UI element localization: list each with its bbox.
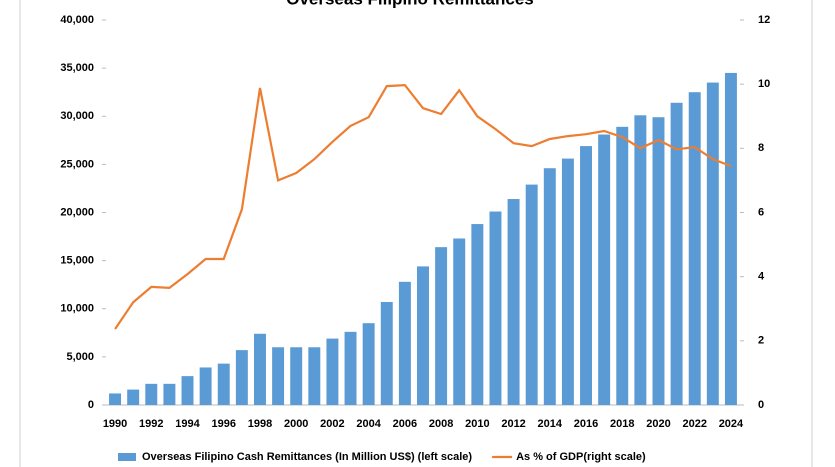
x-tick-label: 2014 bbox=[538, 418, 563, 430]
y-tick-label: 25,000 bbox=[60, 158, 94, 170]
y-tick-label: 40,000 bbox=[60, 14, 94, 26]
bar bbox=[652, 117, 665, 406]
chart-title: Overseas Filipino Remittances bbox=[286, 0, 534, 8]
y-tick-label: 30,000 bbox=[60, 110, 94, 122]
bar bbox=[580, 146, 593, 405]
bar bbox=[398, 281, 411, 405]
bar bbox=[706, 82, 719, 405]
bar bbox=[489, 211, 502, 405]
x-tick-label: 2020 bbox=[646, 418, 670, 430]
bar bbox=[598, 134, 611, 405]
y-tick-label: 0 bbox=[88, 399, 94, 411]
bar bbox=[109, 393, 122, 405]
y-tick-label: 10,000 bbox=[60, 303, 94, 315]
bar bbox=[344, 331, 357, 405]
legend-label: Overseas Filipino Cash Remittances (In M… bbox=[142, 451, 472, 463]
bar bbox=[435, 247, 448, 405]
x-tick-label: 2018 bbox=[610, 418, 634, 430]
legend-swatch bbox=[118, 453, 136, 461]
bar bbox=[543, 168, 556, 405]
bar bbox=[145, 383, 158, 405]
bar bbox=[380, 302, 393, 405]
x-tick-label: 2008 bbox=[429, 418, 453, 430]
bar bbox=[326, 338, 339, 405]
x-tick-label: 1996 bbox=[212, 418, 236, 430]
bar bbox=[525, 184, 538, 405]
bar bbox=[417, 266, 429, 405]
bar bbox=[199, 367, 212, 405]
line bbox=[114, 83, 732, 330]
bar bbox=[181, 376, 194, 405]
y-tick-label: 15,000 bbox=[60, 255, 94, 267]
bar bbox=[235, 350, 248, 405]
y-tick-label: 35,000 bbox=[60, 62, 94, 74]
x-tick-label: 1994 bbox=[175, 418, 200, 430]
x-tick-label: 2012 bbox=[501, 418, 525, 430]
x-tick-label: 2016 bbox=[574, 418, 598, 430]
x-tick-label: 1990 bbox=[103, 418, 127, 430]
x-tick-label: 2004 bbox=[356, 418, 381, 430]
x-tick-label: 2022 bbox=[682, 418, 706, 430]
bar bbox=[272, 347, 285, 405]
y2-tick-label: 10 bbox=[758, 78, 770, 90]
bar bbox=[616, 126, 629, 406]
bar bbox=[471, 224, 484, 405]
bar bbox=[308, 347, 321, 405]
x-tick-label: 2002 bbox=[320, 418, 344, 430]
y-tick-label: 20,000 bbox=[60, 206, 94, 218]
x-tick-label: 2000 bbox=[284, 418, 308, 430]
bar bbox=[290, 347, 303, 405]
x-tick-label: 2024 bbox=[719, 418, 744, 430]
bar bbox=[362, 323, 375, 405]
x-tick-label: 2010 bbox=[465, 418, 489, 430]
y2-tick-label: 0 bbox=[758, 399, 764, 411]
legend-label: As % of GDP(right scale) bbox=[516, 451, 646, 463]
x-tick-label: 2006 bbox=[393, 418, 417, 430]
bar bbox=[453, 238, 466, 405]
x-tick-label: 1992 bbox=[139, 418, 163, 430]
y2-tick-label: 2 bbox=[758, 335, 764, 347]
y2-tick-label: 12 bbox=[758, 14, 770, 26]
bar bbox=[507, 199, 520, 405]
y-tick-label: 5,000 bbox=[66, 351, 94, 363]
bar bbox=[163, 383, 176, 405]
y2-tick-label: 8 bbox=[758, 142, 764, 154]
bar bbox=[253, 333, 266, 405]
bar bbox=[127, 389, 140, 405]
bar bbox=[217, 363, 230, 405]
bar bbox=[724, 72, 737, 405]
x-tick-label: 1998 bbox=[248, 418, 272, 430]
y2-tick-label: 4 bbox=[758, 271, 765, 283]
bar bbox=[670, 102, 683, 406]
y2-tick-label: 6 bbox=[758, 206, 764, 218]
bar bbox=[634, 115, 647, 405]
bar bbox=[688, 92, 701, 405]
bar bbox=[561, 158, 574, 405]
